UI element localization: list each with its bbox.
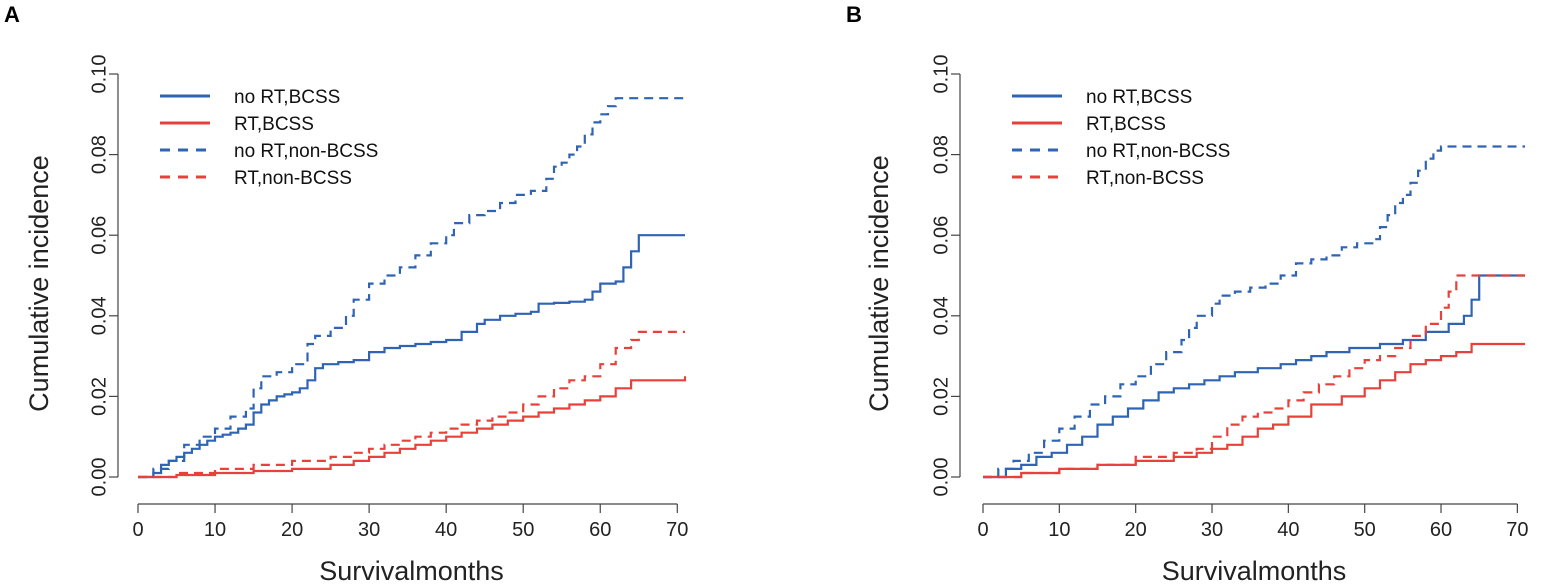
legend-label-no-rt-non-bcss: no RT,non-BCSS [234,141,378,162]
y-tick-label: 0.08 [930,135,952,174]
y-tick-label: 0.04 [88,296,110,335]
x-tick-label: 70 [666,519,688,541]
x-tick-label: 40 [1277,519,1299,541]
legend-label-rt-bcss: RT,BCSS [234,114,314,135]
x-tick-label: 50 [512,519,534,541]
x-tick-label: 60 [1430,519,1452,541]
legend-label-no-rt-bcss: no RT,BCSS [234,87,340,108]
legend-label-rt-non-bcss: RT,non-BCSS [1086,168,1204,189]
x-axis-title: Survivalmonths [1162,556,1347,586]
x-tick-label: 10 [1048,519,1070,541]
series-line-rt-non-bcss [138,330,685,479]
series-line-rt-non-bcss [983,274,1525,479]
y-tick-label: 0.00 [88,458,110,497]
legend-label-rt-bcss: RT,BCSS [1086,114,1166,135]
x-tick-label: 50 [1354,519,1376,541]
x-tick-label: 0 [132,519,143,541]
y-tick-label: 0.06 [88,216,110,255]
series-line-no-rt-bcss [138,234,685,479]
x-tick-label: 40 [435,519,457,541]
x-axis-title: Survivalmonths [319,556,504,586]
series-line-no-rt-non-bcss [138,97,685,479]
y-tick-label: 0.02 [88,377,110,416]
x-tick-label: 70 [1506,519,1528,541]
series-line-rt-bcss [138,376,687,479]
legend-label-no-rt-bcss: no RT,BCSS [1086,87,1192,108]
x-tick-label: 60 [589,519,611,541]
y-tick-label: 0.06 [930,216,952,255]
y-tick-label: 0.02 [930,377,952,416]
panel-label: B [846,2,862,27]
x-tick-label: 10 [204,519,226,541]
series-line-no-rt-non-bcss [983,145,1525,479]
panel-b: B 0.00 0.02 0.04 0.06 0.08 0.10 0 10 20 30 40 50 60 70… [846,2,1528,586]
panel-label: A [4,2,20,27]
series-line-rt-bcss [983,342,1525,479]
panel-a: A 0.00 0.02 0.04 0.06 0.08 0.10 0 10 20 30 40 50 60 70… [4,2,688,586]
y-axis-title: Cumulative incidence [24,155,54,412]
y-axis-title: Cumulative incidence [864,155,894,412]
x-tick-label: 20 [281,519,303,541]
legend-label-rt-non-bcss: RT,non-BCSS [234,168,352,189]
y-tick-label: 0.10 [930,55,952,94]
y-tick-label: 0.04 [930,296,952,335]
y-tick-label: 0.08 [88,135,110,174]
series-line-no-rt-bcss [983,274,1525,479]
x-tick-label: 30 [1201,519,1223,541]
y-tick-label: 0.00 [930,458,952,497]
legend-label-no-rt-non-bcss: no RT,non-BCSS [1086,141,1230,162]
x-tick-label: 20 [1125,519,1147,541]
x-tick-label: 30 [358,519,380,541]
y-tick-label: 0.10 [88,55,110,94]
x-tick-label: 0 [977,519,988,541]
